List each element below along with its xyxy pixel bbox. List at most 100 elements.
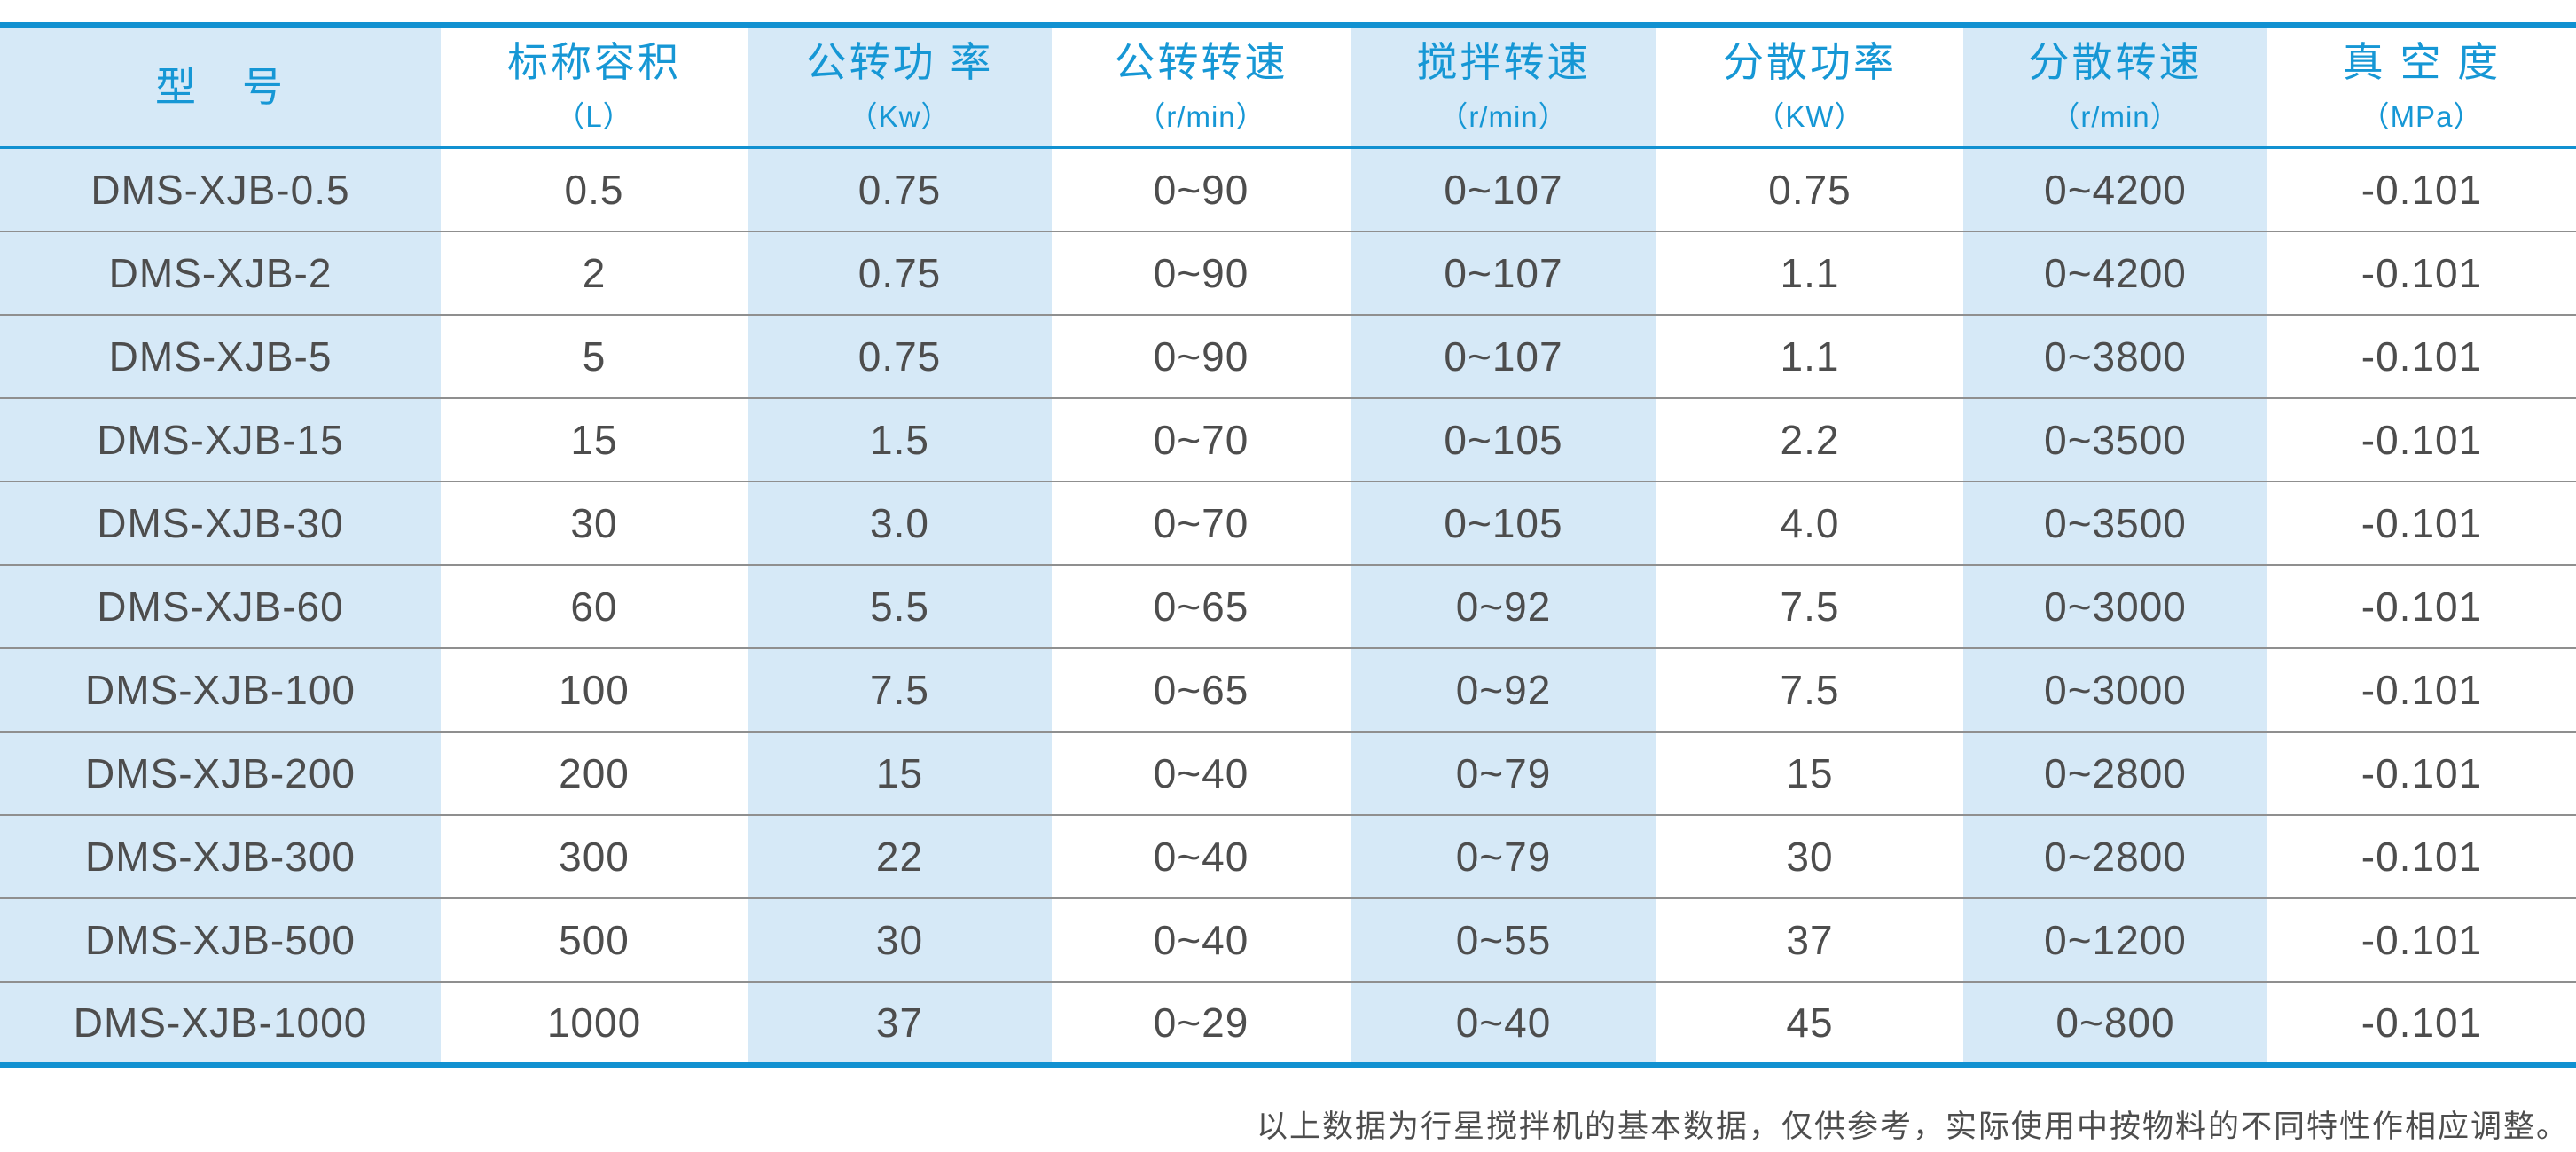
- value-cell: 0~29: [1153, 999, 1249, 1046]
- table-row: DMS-XJB-1000 1000 37 0~29 0~40 45 0~800 -0.101: [0, 981, 2576, 1065]
- column-header-revolution-power: 公转功 率 （Kw）: [748, 25, 1052, 149]
- value-cell: 3.0: [748, 481, 1052, 566]
- value-cell: 7.5: [1656, 647, 1963, 733]
- value-cell: 60: [441, 564, 748, 649]
- model-cell: DMS-XJB-5: [0, 314, 441, 399]
- model-cell: DMS-XJB-15: [0, 397, 441, 482]
- column-header-label: 标称容积: [507, 39, 681, 86]
- value-cell: 0~92: [1351, 564, 1656, 649]
- table-row: DMS-XJB-300 300 22 0~40 0~79 30 0~2800 -0.101: [0, 814, 2576, 899]
- value-cell: -0.101: [2267, 647, 2576, 733]
- value-cell: 45: [1786, 999, 1834, 1046]
- value-cell: 1.1: [1656, 314, 1963, 399]
- value-cell: -0.101: [2267, 731, 2576, 816]
- value-cell: 0~105: [1351, 397, 1656, 482]
- column-header-unit: （KW）: [1755, 99, 1865, 133]
- value-cell: 30: [748, 897, 1052, 983]
- table-header: 型 号 标称容积 （L） 公转功 率 （Kw） 公转转速 （r/min） 搅拌转…: [0, 25, 2576, 149]
- column-header-unit: （r/min）: [2050, 99, 2181, 133]
- column-header-stirring-speed: 搅拌转速 （r/min）: [1351, 25, 1656, 149]
- column-header-label: 分散转速: [2028, 39, 2203, 86]
- value-cell: -0.101: [2267, 897, 2576, 983]
- value-cell: 0.75: [748, 147, 1052, 232]
- value-cell: 0~65: [1052, 647, 1351, 733]
- table-row: DMS-XJB-0.5 0.5 0.75 0~90 0~107 0.75 0~4200 -0.…: [0, 147, 2576, 232]
- value-cell: 1.1: [1656, 231, 1963, 316]
- value-cell: 0~55: [1351, 897, 1656, 983]
- value-cell: 0.5: [441, 147, 748, 232]
- value-cell: 5: [441, 314, 748, 399]
- value-cell: 0.75: [1656, 147, 1963, 232]
- value-cell: -0.101: [2267, 147, 2576, 232]
- column-header-unit: （r/min）: [1438, 99, 1569, 133]
- model-cell: DMS-XJB-500: [0, 897, 441, 983]
- value-cell: 0~70: [1052, 397, 1351, 482]
- value-cell: 0~3000: [1963, 564, 2267, 649]
- column-header-dispersing-speed: 分散转速 （r/min）: [1963, 25, 2267, 149]
- value-cell: 15: [748, 731, 1052, 816]
- table-row: DMS-XJB-15 15 1.5 0~70 0~105 2.2 0~3500 -0.101: [0, 397, 2576, 482]
- value-cell: 0~90: [1052, 231, 1351, 316]
- model-cell: DMS-XJB-100: [0, 647, 441, 733]
- value-cell: 1.5: [748, 397, 1052, 482]
- value-cell: 30: [441, 481, 748, 566]
- value-cell: 4.0: [1656, 481, 1963, 566]
- column-header-dispersing-power: 分散功率 （KW）: [1656, 25, 1963, 149]
- column-header-label: 搅拌转速: [1416, 39, 1591, 86]
- value-cell: 15: [441, 397, 748, 482]
- value-cell: 0~2800: [1963, 814, 2267, 899]
- header-row: 型 号 标称容积 （L） 公转功 率 （Kw） 公转转速 （r/min） 搅拌转…: [0, 25, 2576, 149]
- value-cell: 0~4200: [1963, 147, 2267, 232]
- value-cell: 0~90: [1052, 147, 1351, 232]
- value-cell: 0~1200: [1963, 897, 2267, 983]
- value-cell: 0~3500: [1963, 481, 2267, 566]
- value-cell: 37: [748, 981, 1052, 1065]
- value-cell: 0~79: [1351, 814, 1656, 899]
- table-row: DMS-XJB-5 5 0.75 0~90 0~107 1.1 0~3800 -0.101: [0, 314, 2576, 399]
- value-cell: 0.75: [748, 231, 1052, 316]
- value-cell: 1000: [546, 999, 642, 1046]
- value-cell: 0~105: [1351, 481, 1656, 566]
- column-header-label: 真 空 度: [2342, 39, 2502, 86]
- column-header-unit: （Kw）: [848, 99, 951, 133]
- value-cell: 22: [748, 814, 1052, 899]
- value-cell: -0.101: [2267, 481, 2576, 566]
- value-cell: 0~2800: [1963, 731, 2267, 816]
- value-cell: 0~70: [1052, 481, 1351, 566]
- column-header-unit: （MPa）: [2360, 99, 2484, 133]
- column-header-vacuum-degree: 真 空 度 （MPa）: [2267, 25, 2576, 149]
- spec-table: 型 号 标称容积 （L） 公转功 率 （Kw） 公转转速 （r/min） 搅拌转…: [0, 22, 2576, 1068]
- value-cell: 0~40: [1052, 731, 1351, 816]
- value-cell: 0~92: [1351, 647, 1656, 733]
- table-row: DMS-XJB-500 500 30 0~40 0~55 37 0~1200 -0.101: [0, 897, 2576, 983]
- column-header-revolution-speed: 公转转速 （r/min）: [1052, 25, 1351, 149]
- table-row: DMS-XJB-200 200 15 0~40 0~79 15 0~2800 -0.101: [0, 731, 2576, 816]
- value-cell: 0~40: [1052, 814, 1351, 899]
- model-cell: DMS-XJB-60: [0, 564, 441, 649]
- value-cell: 0~107: [1351, 314, 1656, 399]
- column-header-label: 分散功率: [1723, 39, 1897, 86]
- column-header-label: 公转功 率: [805, 39, 994, 86]
- model-cell: DMS-XJB-1000: [0, 981, 441, 1065]
- value-cell: 2: [441, 231, 748, 316]
- table-row: DMS-XJB-2 2 0.75 0~90 0~107 1.1 0~4200 -0.101: [0, 231, 2576, 316]
- value-cell: 0~90: [1052, 314, 1351, 399]
- value-cell: 0~40: [1351, 981, 1656, 1065]
- value-cell: 500: [441, 897, 748, 983]
- value-cell: 30: [1656, 814, 1963, 899]
- value-cell: 100: [441, 647, 748, 733]
- value-cell: -0.101: [2267, 564, 2576, 649]
- value-cell: -0.101: [2361, 999, 2483, 1046]
- value-cell: -0.101: [2267, 231, 2576, 316]
- value-cell: 0~65: [1052, 564, 1351, 649]
- model-cell: DMS-XJB-300: [0, 814, 441, 899]
- column-header-label: 公转转速: [1114, 39, 1288, 86]
- model-cell: DMS-XJB-30: [0, 481, 441, 566]
- value-cell: 0~3500: [1963, 397, 2267, 482]
- value-cell: 0.75: [748, 314, 1052, 399]
- value-cell: 300: [441, 814, 748, 899]
- column-header-unit: （r/min）: [1136, 99, 1266, 133]
- value-cell: 0~3800: [1963, 314, 2267, 399]
- value-cell: -0.101: [2267, 814, 2576, 899]
